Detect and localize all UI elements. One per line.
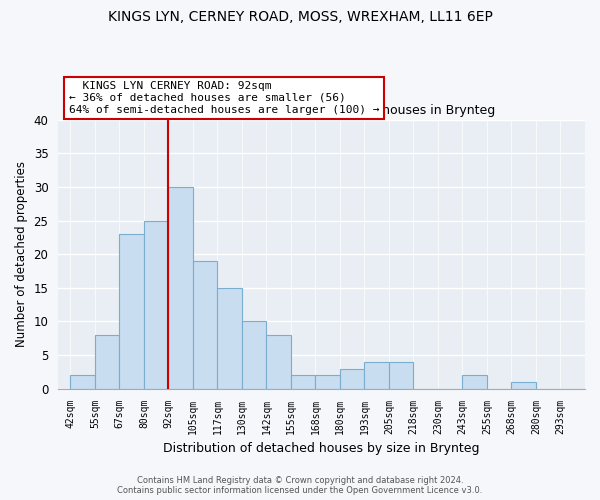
Bar	[193, 261, 217, 388]
Bar	[463, 376, 487, 388]
Bar	[266, 335, 291, 388]
Bar	[119, 234, 144, 388]
Bar	[70, 376, 95, 388]
Bar	[316, 376, 340, 388]
Text: Contains HM Land Registry data © Crown copyright and database right 2024.
Contai: Contains HM Land Registry data © Crown c…	[118, 476, 482, 495]
Bar	[511, 382, 536, 388]
Bar	[364, 362, 389, 388]
Bar	[242, 322, 266, 388]
Bar	[169, 187, 193, 388]
X-axis label: Distribution of detached houses by size in Brynteg: Distribution of detached houses by size …	[163, 442, 480, 455]
Text: KINGS LYN, CERNEY ROAD, MOSS, WREXHAM, LL11 6EP: KINGS LYN, CERNEY ROAD, MOSS, WREXHAM, L…	[107, 10, 493, 24]
Text: KINGS LYN CERNEY ROAD: 92sqm  
← 36% of detached houses are smaller (56)
64% of : KINGS LYN CERNEY ROAD: 92sqm ← 36% of de…	[68, 82, 379, 114]
Bar	[389, 362, 413, 388]
Y-axis label: Number of detached properties: Number of detached properties	[15, 162, 28, 348]
Bar	[291, 376, 316, 388]
Bar	[144, 220, 169, 388]
Bar	[340, 368, 364, 388]
Bar	[95, 335, 119, 388]
Bar	[217, 288, 242, 388]
Title: Size of property relative to detached houses in Brynteg: Size of property relative to detached ho…	[148, 104, 495, 118]
